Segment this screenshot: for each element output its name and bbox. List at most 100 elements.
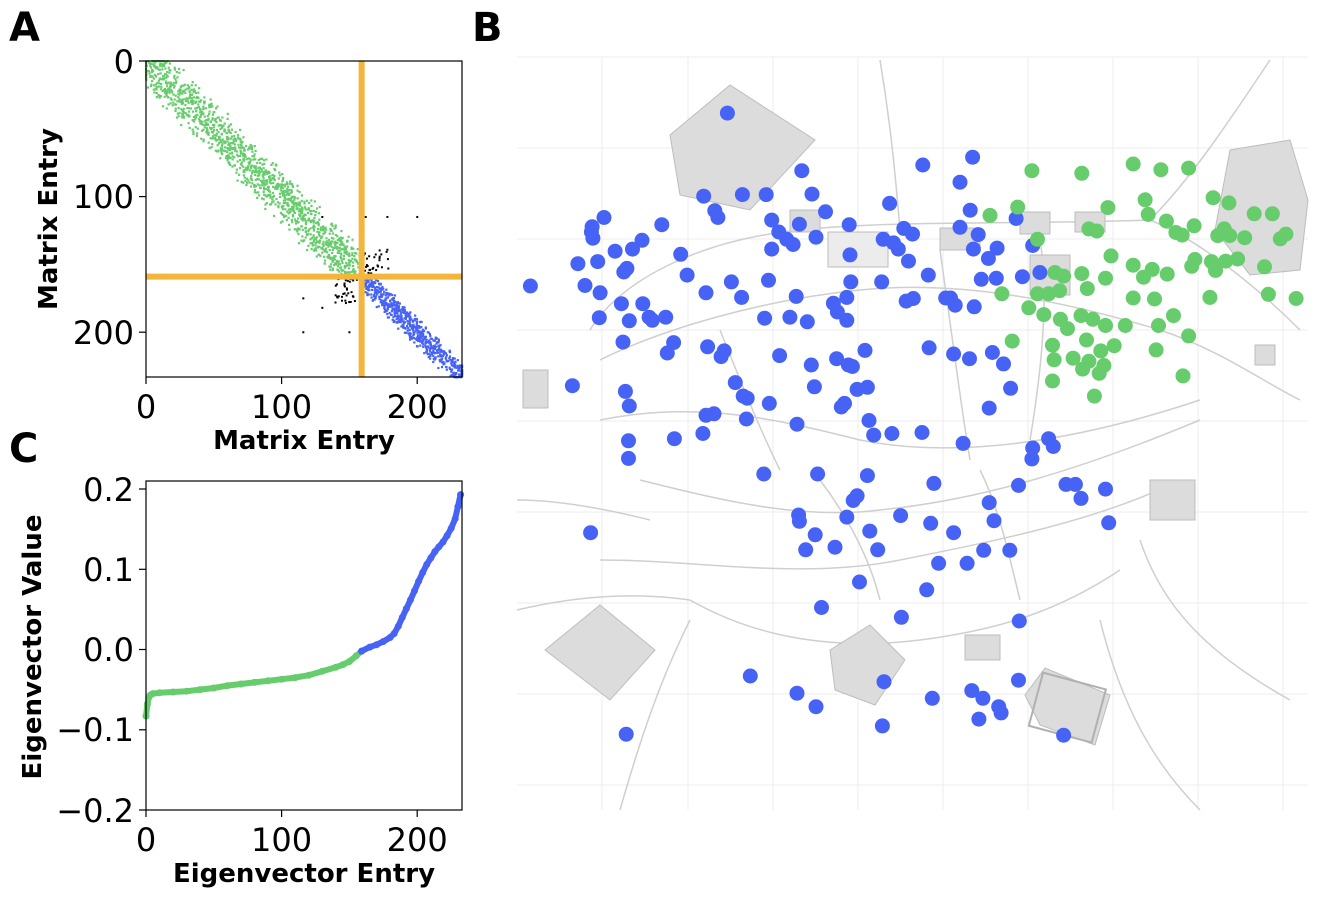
matrix-point-blue [376,291,379,294]
map-point-blue [842,247,858,263]
matrix-point-green [275,197,278,201]
map-point-green [1205,190,1221,206]
matrix-point-green [342,269,345,272]
matrix-point-green [277,206,280,209]
matrix-point-green [318,245,321,248]
matrix-point-green [334,224,337,227]
matrix-point-blue [454,360,457,363]
matrix-point-green [163,89,166,92]
matrix-point-green [216,105,219,108]
matrix-point-green [269,182,273,185]
map-point-blue [839,509,855,525]
matrix-point-green [307,217,310,220]
matrix-point-blue [432,346,435,349]
matrix-point-blue [366,292,369,295]
matrix-point-green [240,161,244,164]
matrix-point-green [267,193,270,197]
matrix-point-green [287,193,290,196]
matrix-point-green [162,77,165,80]
matrix-point-green [283,214,286,218]
matrix-point-green [187,85,191,88]
matrix-point-green [339,257,343,260]
matrix-point-green [307,207,310,210]
matrix-point-green [238,167,242,170]
matrix-point-green [315,207,319,210]
matrix-point-blue [437,341,440,344]
matrix-point-blue [437,351,440,354]
matrix-point-green [281,187,284,190]
matrix-point-green [313,216,316,220]
matrix-point-blue [393,312,396,315]
matrix-point-blue [370,293,373,296]
matrix-point-blue [432,360,435,364]
matrix-point-black [371,267,374,270]
matrix-point-green [295,205,298,208]
matrix-point-green [209,126,212,129]
matrix-point-blue [419,344,422,347]
matrix-point-green [264,169,267,172]
matrix-point-green [314,238,317,241]
matrix-point-blue [448,357,451,360]
matrix-point-green [304,213,307,217]
map-point-blue [866,427,882,443]
matrix-point-green [234,139,237,143]
matrix-point-green [210,146,213,149]
map-point-green [1098,270,1113,286]
matrix-point-green [331,267,335,270]
matrix-point-green [200,129,204,132]
matrix-point-green [202,108,205,111]
matrix-point-green [210,104,213,107]
panel-c-frame [145,480,463,811]
matrix-point-green [165,76,168,79]
matrix-point-green [166,82,169,85]
matrix-point-green [261,174,264,177]
matrix-point-green [167,103,170,106]
matrix-point-green [233,164,237,167]
matrix-point-green [214,117,217,121]
matrix-point-green [233,137,236,140]
matrix-point-green [233,134,236,138]
matrix-point-green [330,222,333,225]
matrix-point-green [188,97,191,100]
matrix-point-blue [365,286,368,289]
matrix-point-blue [454,373,457,376]
matrix-point-blue [452,361,456,364]
map-point-blue [666,431,682,447]
matrix-point-green [272,200,275,203]
map-point-green [1125,290,1141,306]
matrix-point-blue [412,334,415,337]
matrix-point-green [314,244,317,247]
matrix-point-green [156,82,159,85]
matrix-point-green [283,199,287,202]
matrix-point-blue [432,349,435,352]
matrix-point-green [229,156,232,160]
matrix-point-green [199,116,202,119]
map-point-blue [570,256,586,272]
matrix-point-green [331,251,334,255]
matrix-point-blue [440,358,443,362]
map-point-blue [1011,613,1027,629]
matrix-point-green [336,247,339,250]
matrix-point-green [248,181,251,184]
matrix-point-green [335,259,339,262]
matrix-point-green [314,237,317,240]
matrix-point-green [283,196,287,200]
map-point-green [1159,266,1175,282]
matrix-point-green [167,66,170,69]
matrix-point-green [197,91,200,94]
matrix-point-green [296,197,299,200]
matrix-point-green [316,246,319,249]
matrix-point-green [211,143,214,146]
matrix-point-green [323,259,327,262]
matrix-point-green [319,254,322,257]
matrix-point-green [304,223,308,226]
matrix-point-green [182,107,185,110]
matrix-point-green [322,227,325,230]
matrix-point-green [221,116,224,119]
eigenvector-point-green [143,700,151,708]
matrix-point-green [231,155,234,158]
matrix-point-blue [440,357,444,360]
map-point-blue [1067,476,1083,492]
matrix-point-green [221,152,224,156]
matrix-point-green [191,110,195,113]
